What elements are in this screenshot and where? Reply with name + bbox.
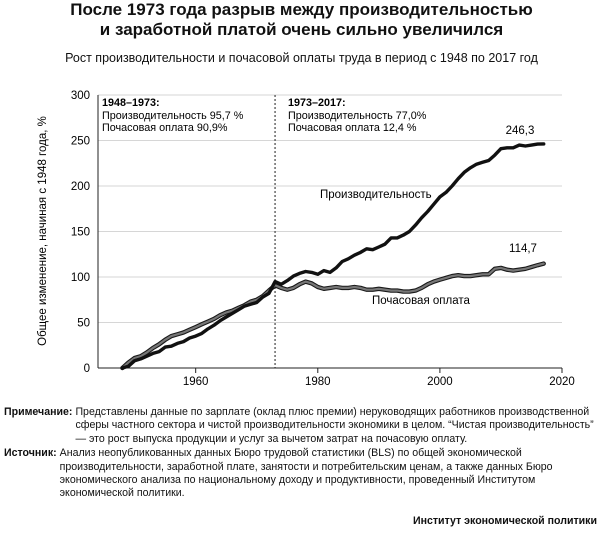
period-1-productivity: Производительность 95,7 % bbox=[102, 110, 244, 122]
note-row: Примечание: Представлены данные по зарпл… bbox=[4, 406, 600, 446]
period-2-title: 1973–2017: bbox=[288, 97, 346, 109]
y-tick-label: 200 bbox=[71, 181, 90, 193]
y-tick-label: 300 bbox=[71, 90, 90, 102]
wage-line-outline bbox=[120, 261, 546, 371]
period-2-wage: Почасовая оплата 12,4 % bbox=[288, 122, 417, 134]
line-chart: 0 50 100 150 200 250 300 1960 1980 2000 2020 Общее… bbox=[37, 90, 575, 388]
period-2-productivity: Производительность 77,0% bbox=[288, 110, 427, 122]
chart-subtitle: Рост производительности и почасовой опла… bbox=[65, 51, 538, 65]
chart-title: После 1973 года разрыв между производите… bbox=[0, 0, 603, 40]
wage-line bbox=[121, 262, 545, 370]
grid-lines bbox=[98, 94, 562, 323]
axes: 0 50 100 150 200 250 300 1960 1980 2000 2020 bbox=[71, 90, 575, 388]
series-label-productivity: Производительность bbox=[320, 189, 432, 201]
source-credit: Институт экономической политики bbox=[412, 515, 597, 527]
x-tick-label: 1960 bbox=[183, 376, 209, 388]
period-label-1: 1948–1973: Производительность 95,7 % Поч… bbox=[102, 97, 244, 134]
period-label-2: 1973–2017: Производительность 77,0% Поча… bbox=[288, 97, 427, 134]
source-text: Анализ неопубликованных данных Бюро труд… bbox=[59, 447, 553, 500]
note-text: Представлены данные по зарплате (оклад п… bbox=[75, 406, 594, 445]
y-tick-label: 100 bbox=[71, 272, 90, 284]
y-axis-label: Общее изменение, начиная с 1948 года, % bbox=[37, 116, 49, 346]
series-layer bbox=[120, 142, 546, 371]
productivity-line bbox=[120, 142, 546, 370]
wage-end-value: 114,7 bbox=[509, 243, 537, 255]
y-tick-label: 0 bbox=[84, 363, 90, 375]
source-label: Источник: bbox=[4, 447, 57, 460]
note-label: Примечание: bbox=[4, 406, 73, 418]
x-tick-label: 2020 bbox=[549, 376, 575, 388]
y-tick-label: 150 bbox=[71, 227, 90, 239]
x-tick-label: 2000 bbox=[427, 376, 453, 388]
y-tick-label: 250 bbox=[71, 136, 90, 148]
period-1-wage: Почасовая оплата 90,9% bbox=[102, 122, 228, 134]
chart-title-line1: После 1973 года разрыв между производите… bbox=[70, 0, 533, 19]
series-label-wage: Почасовая оплата bbox=[372, 295, 470, 307]
notes-section: Примечание: Представлены данные по зарпл… bbox=[4, 406, 600, 502]
source-row: Источник: Анализ неопубликованных данных… bbox=[4, 447, 600, 501]
x-tick-label: 1980 bbox=[305, 376, 331, 388]
chart-title-line2: и заработной платой очень сильно увеличи… bbox=[99, 20, 504, 39]
y-tick-label: 50 bbox=[77, 318, 90, 330]
period-1-title: 1948–1973: bbox=[102, 97, 160, 109]
productivity-end-value: 246,3 bbox=[506, 125, 535, 137]
